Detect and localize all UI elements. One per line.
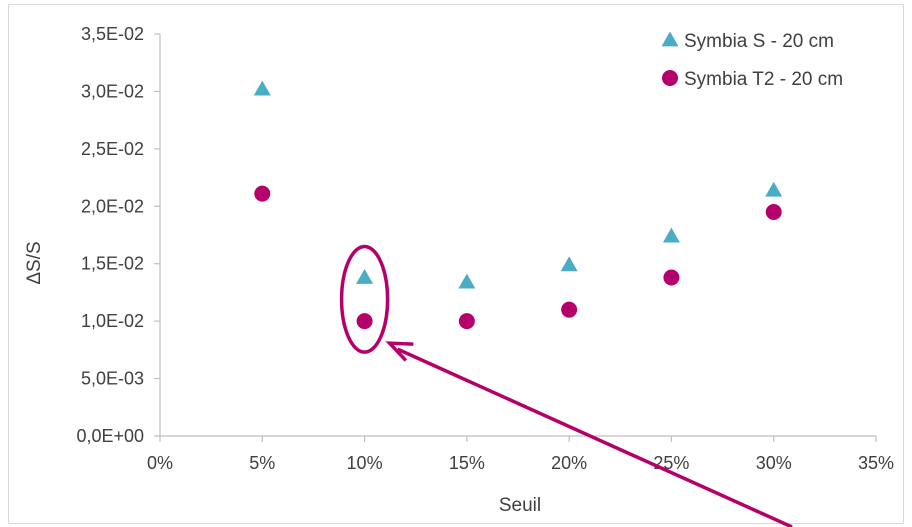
circle-point <box>254 185 271 202</box>
triangle-point <box>253 80 271 96</box>
annotation-arrow-head <box>385 341 414 362</box>
highlight-ellipse <box>339 244 390 354</box>
x-tick-label: 25% <box>653 453 689 473</box>
series-layer <box>253 80 783 330</box>
legend-marker <box>661 31 679 47</box>
legend-label: Symbia T2 - 20 cm <box>684 69 843 90</box>
y-tick-label: 0,0E+00 <box>76 426 144 446</box>
circle-point <box>458 313 475 330</box>
x-tick-label: 0% <box>147 453 173 473</box>
x-tick-label: 20% <box>551 453 587 473</box>
circle-point <box>663 269 680 286</box>
circle-point <box>561 301 578 318</box>
x-tick-label: 15% <box>449 453 485 473</box>
y-tick-label: 5,0E-03 <box>81 369 144 389</box>
x-tick-label: 30% <box>756 453 792 473</box>
annotation-arrow-shaft <box>396 347 793 527</box>
legend-label: Symbia S - 20 cm <box>684 31 834 52</box>
y-tick-label: 2,0E-02 <box>81 196 144 216</box>
y-tick-label: 3,5E-02 <box>81 24 144 44</box>
circle-point <box>356 313 373 330</box>
y-tick-label: 1,5E-02 <box>81 254 144 274</box>
y-tick-label: 3,0E-02 <box>81 81 144 101</box>
annotation-layer <box>339 244 793 527</box>
circle-point <box>765 204 782 221</box>
legend-marker <box>662 70 678 86</box>
triangle-point <box>765 181 783 197</box>
x-axis-ticks: 0% 5% 10% 15% 20% 25% 30% 35% <box>147 436 894 473</box>
legend: Symbia S - 20 cm Symbia T2 - 20 cm <box>661 31 843 90</box>
x-tick-label: 5% <box>249 453 275 473</box>
y-tick-label: 1,0E-02 <box>81 311 144 331</box>
triangle-point <box>356 268 374 284</box>
triangle-point <box>458 273 476 289</box>
x-tick-label: 10% <box>347 453 383 473</box>
x-axis-title: Seuil <box>499 495 541 516</box>
x-tick-label: 35% <box>858 453 894 473</box>
y-tick-label: 2,5E-02 <box>81 139 144 159</box>
triangle-point <box>662 227 680 243</box>
y-axis-title: ΔS/S <box>24 241 45 284</box>
triangle-point <box>560 256 578 272</box>
y-axis-ticks: 0,0E+00 5,0E-03 1,0E-02 1,5E-02 2,0E-02 2,5E-… <box>76 24 160 446</box>
